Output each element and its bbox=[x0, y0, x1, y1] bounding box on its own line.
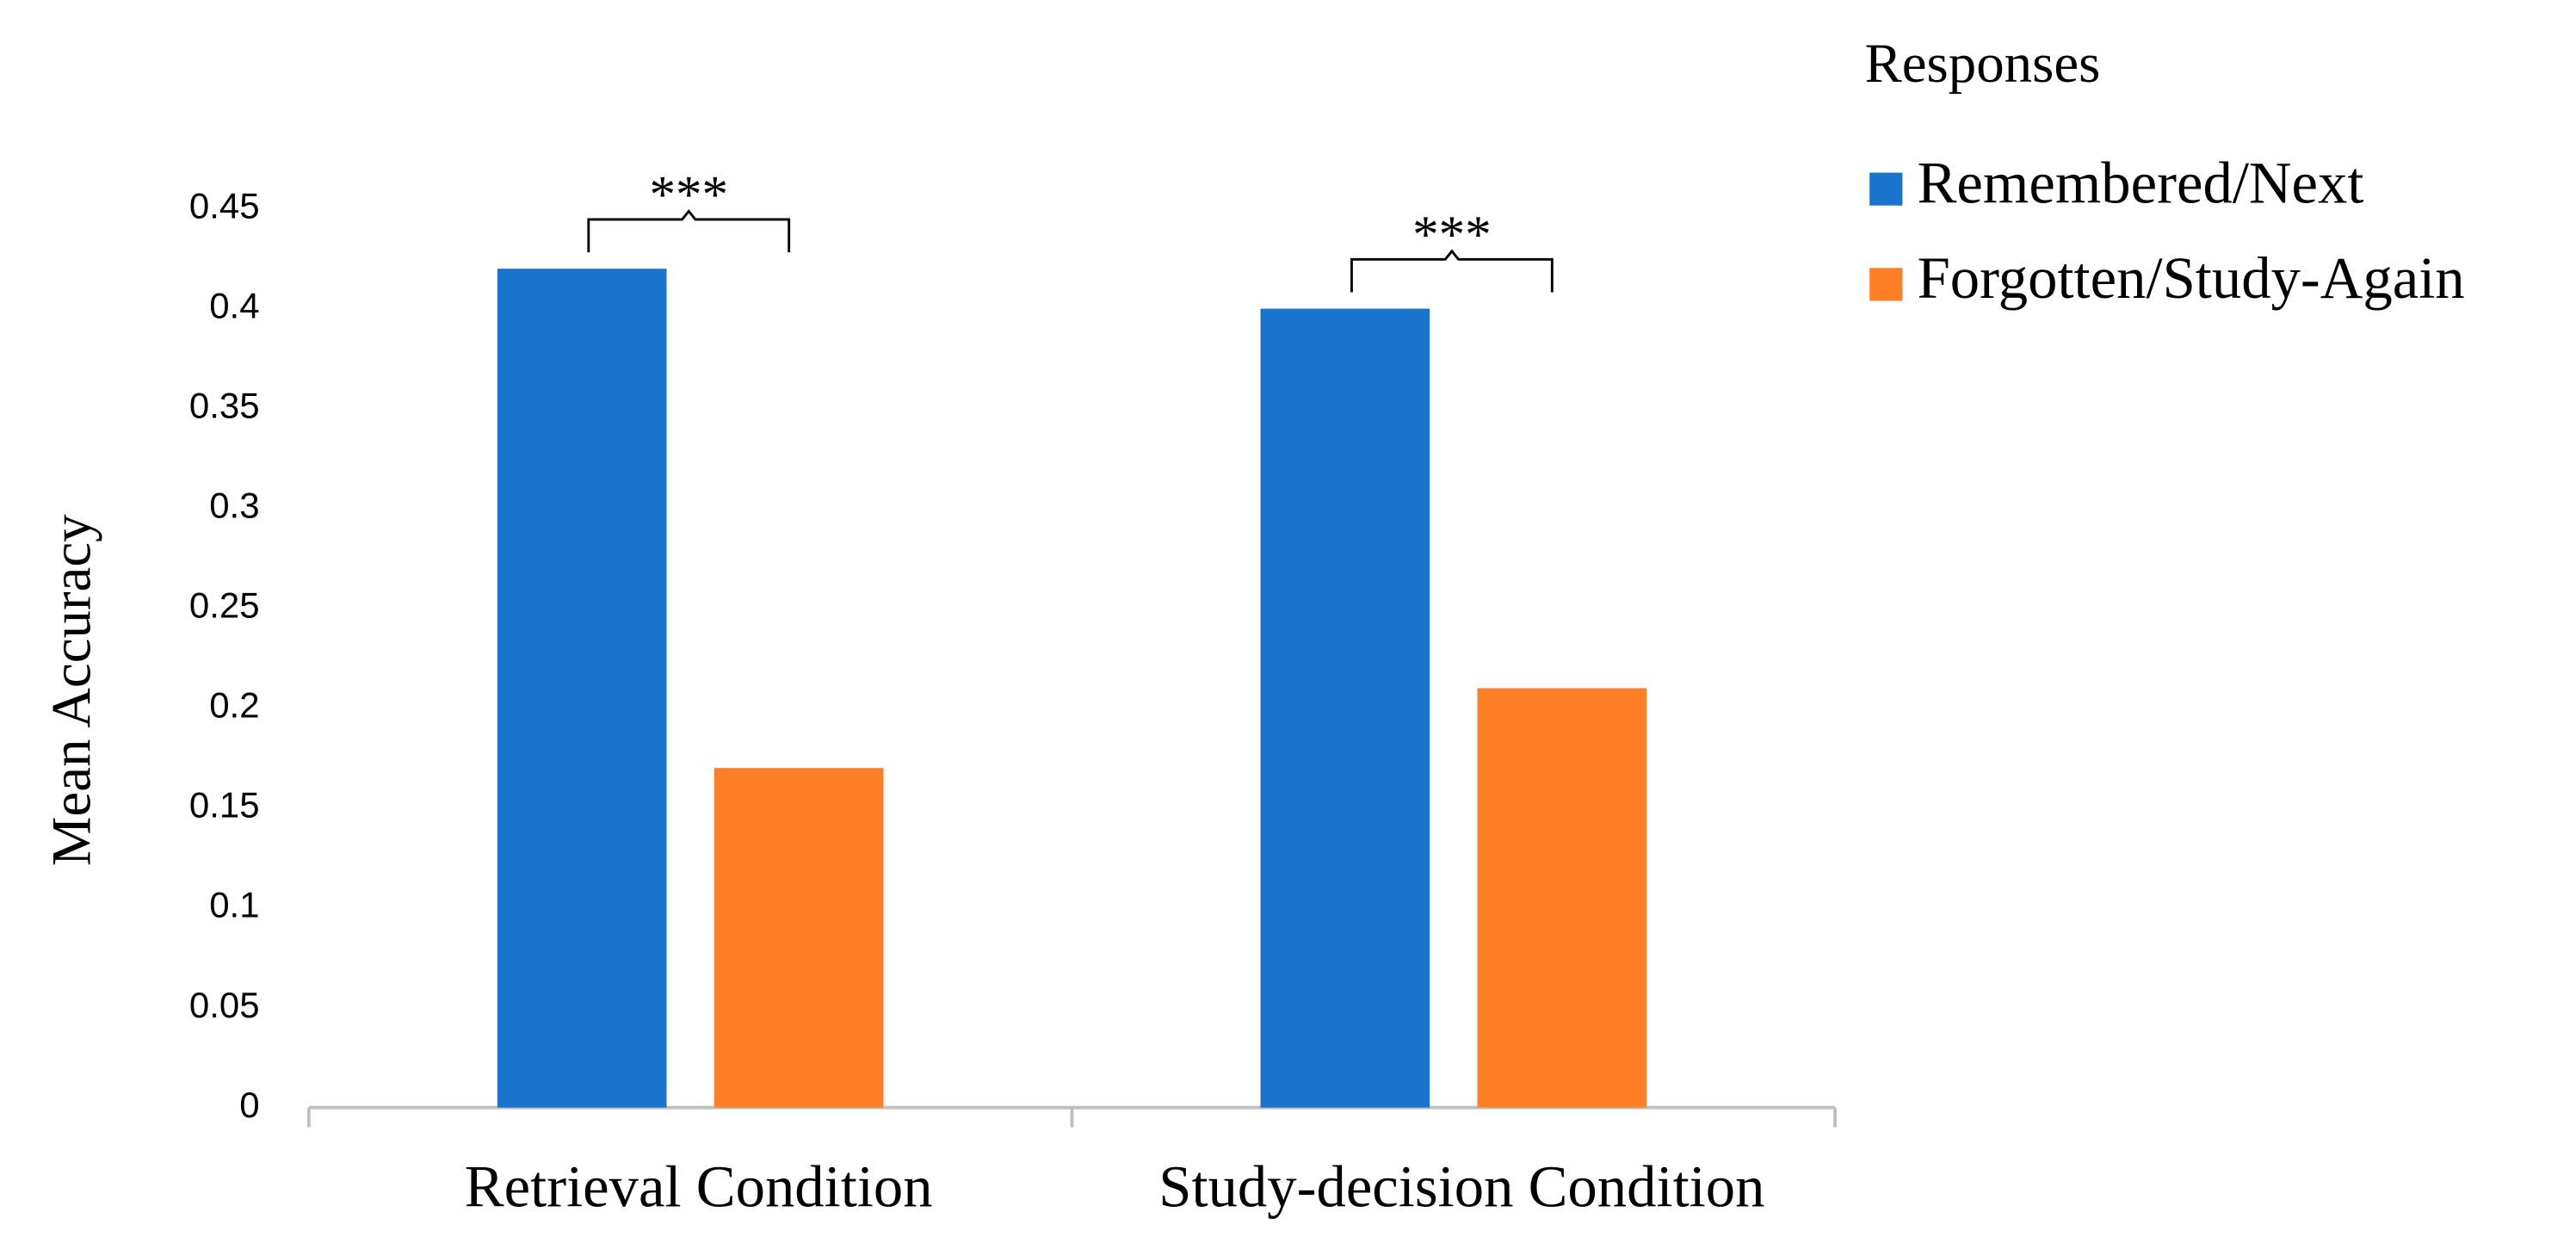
significance-label: *** bbox=[1412, 206, 1492, 263]
x-tick-label: Retrieval Condition bbox=[465, 1154, 933, 1220]
bar bbox=[497, 269, 667, 1108]
y-tick-label: 0.4 bbox=[209, 286, 259, 326]
y-tick-label: 0.1 bbox=[209, 885, 259, 925]
y-axis-label: Mean Accuracy bbox=[41, 514, 103, 866]
y-tick-label: 0.45 bbox=[189, 186, 260, 226]
x-tick-label: Study-decision Condition bbox=[1158, 1154, 1764, 1220]
y-tick-label: 0.2 bbox=[209, 685, 259, 726]
significance-bracket bbox=[1350, 249, 1554, 293]
y-tick-label: 0.05 bbox=[189, 985, 260, 1025]
significance-label: *** bbox=[649, 166, 728, 224]
legend-title: Responses bbox=[1864, 33, 2100, 95]
legend-label: Remembered/Next bbox=[1918, 150, 2364, 215]
significance-bracket bbox=[587, 209, 791, 253]
bar bbox=[1260, 308, 1430, 1108]
bar bbox=[713, 768, 884, 1108]
legend-label: Forgotten/Study-Again bbox=[1918, 245, 2465, 311]
y-tick-label: 0.35 bbox=[189, 386, 260, 426]
y-tick-label: 0.3 bbox=[209, 485, 259, 526]
legend-swatch bbox=[1869, 268, 1903, 301]
y-tick-label: 0 bbox=[239, 1085, 259, 1125]
bar bbox=[1477, 688, 1647, 1108]
legend-swatch bbox=[1869, 172, 1903, 206]
y-tick-label: 0.25 bbox=[189, 585, 260, 626]
y-tick-label: 0.15 bbox=[189, 785, 260, 825]
